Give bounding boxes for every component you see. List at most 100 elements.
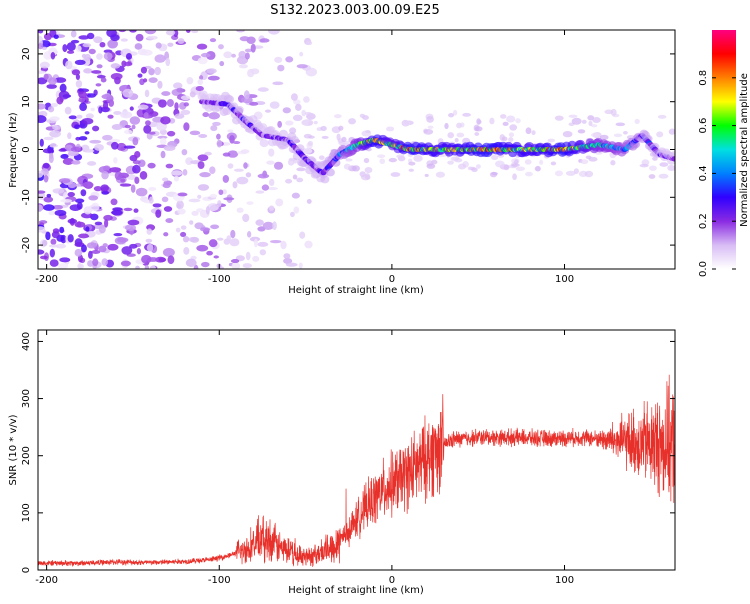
spectrogram-noise-cell	[50, 102, 58, 108]
spectrogram-noise-cell	[590, 132, 600, 138]
spectrogram-noise-cell	[137, 104, 149, 110]
spectrogram-noise-cell	[285, 56, 294, 63]
spectrogram-noise-cell	[123, 129, 133, 135]
spectrogram-noise-cell	[448, 112, 455, 118]
spectrogram-noise-cell	[126, 174, 137, 180]
spectrogram-noise-cell	[71, 69, 81, 76]
spectrogram-noise-cell	[98, 245, 107, 253]
spectrogram-noise-cell	[198, 133, 208, 139]
spectrogram-noise-cell	[183, 122, 190, 131]
spectrogram-noise-cell	[447, 160, 454, 165]
snr-y-tick-label: 400	[21, 332, 32, 351]
spectrogram-y-tick-label: 0	[21, 146, 32, 152]
spectrogram-noise-cell	[577, 129, 586, 134]
spectrogram-noise-cell	[474, 126, 483, 132]
spectrogram-noise-cell	[230, 229, 236, 239]
spectrogram-ridge-halo	[278, 129, 288, 138]
spectrogram-noise-cell	[562, 130, 573, 138]
spectrogram-noise-cell	[134, 176, 140, 185]
spectrogram-noise-cell	[302, 147, 313, 154]
spectrogram-noise-cell	[218, 189, 224, 196]
spectrogram-noise-cell	[154, 256, 166, 263]
spectrogram-noise-cell	[196, 43, 208, 50]
spectrogram-noise-cell	[361, 130, 372, 137]
spectrogram-noise-cell	[38, 226, 46, 233]
spectrogram-noise-cell	[269, 101, 280, 109]
spectrogram-noise-cell	[255, 190, 265, 194]
spectrogram-noise-cell	[615, 122, 626, 127]
spectrogram-noise-cell	[209, 38, 217, 43]
spectrogram-noise-cell	[139, 171, 148, 180]
spectrogram-noise-cell	[52, 188, 65, 194]
spectrogram-noise-cell	[38, 204, 43, 212]
spectrogram-noise-cell	[48, 77, 58, 85]
spectrogram-noise-cell	[262, 221, 274, 231]
spectrogram-noise-cell	[242, 213, 250, 223]
spectrogram-noise-cell	[39, 138, 44, 147]
spectrogram-noise-cell	[245, 52, 250, 60]
spectrogram-noise-cell	[162, 177, 169, 182]
colorbar-tick-label: 0.8	[698, 70, 709, 86]
spectrogram-noise-cell	[147, 162, 156, 169]
spectrogram-noise-cell	[245, 172, 252, 178]
spectrogram-noise-cell	[143, 112, 149, 119]
spectrogram-noise-cell	[267, 186, 279, 191]
snr-x-ticks: -200 -100 0 100	[35, 330, 574, 586]
spectrogram-heatmap	[38, 30, 675, 269]
spectrogram-noise-cell	[143, 78, 148, 83]
spectrogram-noise-cell	[92, 258, 99, 267]
spectrogram-noise-cell	[209, 193, 218, 198]
spectrogram-noise-cell	[152, 203, 162, 208]
spectrogram-noise-cell	[223, 197, 235, 201]
spectrogram-noise-cell	[38, 30, 44, 34]
spectrogram-noise-cell	[512, 173, 517, 181]
spectrogram-noise-cell	[43, 136, 54, 141]
spectrogram-noise-cell	[57, 263, 69, 269]
snr-y-label: SNR (10 * v/v)	[8, 414, 19, 485]
spectrogram-noise-cell	[176, 87, 184, 93]
spectrogram-noise-cell	[229, 135, 235, 144]
spectrogram-noise-cell	[341, 136, 347, 143]
spectrogram-noise-cell	[38, 43, 44, 50]
spectrogram-noise-cell	[649, 165, 657, 171]
spectrogram-noise-cell	[283, 258, 293, 264]
spectrogram-noise-cell	[303, 96, 310, 103]
spectrogram-noise-cell	[285, 262, 298, 267]
spectrogram-noise-cell	[200, 52, 211, 58]
spectrogram-noise-cell	[88, 48, 96, 55]
spectrogram-noise-cell	[47, 106, 55, 113]
spectrogram-noise-cell	[146, 257, 159, 262]
spectrogram-noise-cell	[130, 184, 136, 193]
spectrogram-noise-cell	[252, 255, 260, 262]
spectrogram-noise-cell	[364, 167, 373, 174]
spectrogram-noise-cell	[246, 201, 254, 205]
spectrogram-noise-cell	[76, 114, 83, 119]
spectrogram-noise-cell	[333, 114, 342, 119]
spectrogram-noise-cell	[210, 224, 220, 230]
spectrogram-noise-cell	[116, 237, 129, 243]
spectrogram-noise-cell	[54, 77, 67, 83]
spectrogram-noise-cell	[458, 163, 467, 170]
spectrogram-noise-cell	[52, 228, 60, 234]
spectrogram-noise-cell	[174, 102, 179, 111]
spectrogram-noise-cell	[70, 30, 77, 38]
spectrogram-noise-cell	[177, 192, 188, 197]
spectrogram-noise-cell	[67, 218, 78, 224]
spectrogram-noise-cell	[223, 51, 233, 59]
spectrogram-noise-cell	[43, 204, 55, 211]
spectrogram-noise-cell	[218, 44, 224, 50]
spectrogram-noise-cell	[107, 39, 119, 49]
spectrogram-noise-cell	[656, 131, 664, 138]
spectrogram-noise-cell	[257, 241, 269, 247]
spectrogram-noise-cell	[143, 124, 152, 134]
spectrogram-noise-cell	[132, 160, 141, 165]
spectrogram-noise-cell	[230, 259, 240, 264]
spectrogram-noise-cell	[447, 132, 455, 139]
spectrogram-noise-cell	[236, 207, 244, 213]
spectrogram-noise-cell	[197, 194, 202, 199]
colorbar-tick-label: 0.6	[698, 118, 709, 134]
spectrogram-noise-cell	[571, 117, 582, 125]
spectrogram-noise-cell	[166, 98, 174, 107]
spectrogram-noise-cell	[165, 163, 174, 169]
spectrogram-noise-cell	[343, 163, 351, 170]
